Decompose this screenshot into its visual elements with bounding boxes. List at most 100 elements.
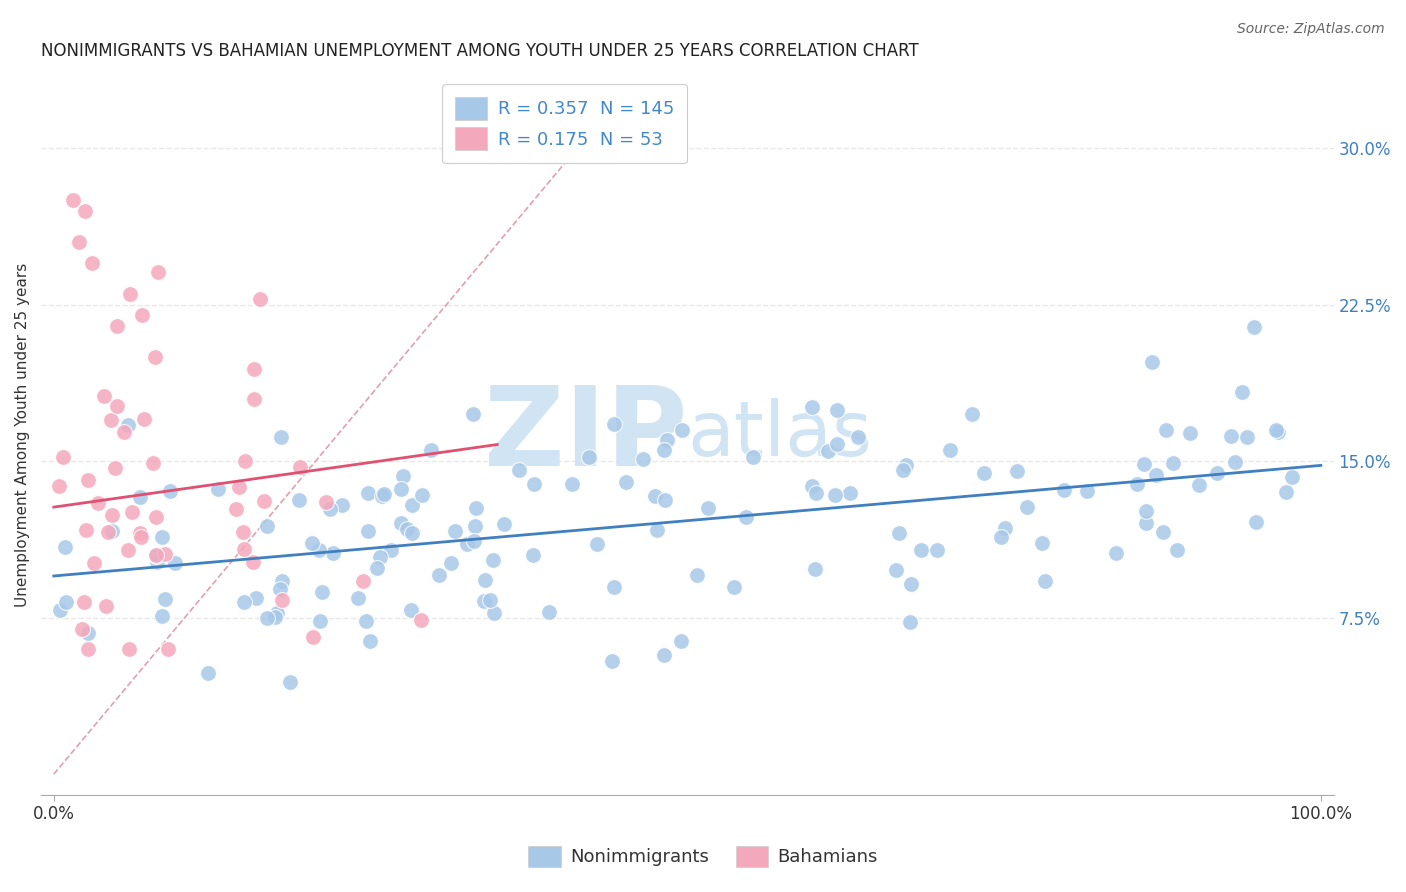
Point [973,466,995,480]
Point [494,516,516,531]
Point [800,400,823,414]
Point [444,524,467,538]
Text: NONIMMIGRANTS VS BAHAMIAN UNEMPLOYMENT AMONG YOUTH UNDER 25 YEARS CORRELATION CH: NONIMMIGRANTS VS BAHAMIAN UNEMPLOYMENT A… [41,42,920,60]
Point [157,642,180,657]
Point [256,519,278,533]
Point [121,505,143,519]
Point [253,493,276,508]
Point [742,450,765,464]
Point [131,308,153,322]
Point [801,479,824,493]
Point [347,591,370,605]
Point [586,536,609,550]
Point [52,450,75,464]
Point [392,469,415,483]
Y-axis label: Unemployment Among Youth under 25 years: Unemployment Among Youth under 25 years [15,263,30,607]
Point [419,443,441,458]
Point [148,264,170,278]
Point [827,402,849,417]
Point [1161,456,1184,470]
Point [105,399,128,413]
Point [1220,429,1243,443]
Point [602,580,624,594]
Point [522,548,544,562]
Point [1135,503,1157,517]
Point [654,492,676,507]
Point [308,542,330,557]
Point [896,458,918,472]
Point [153,592,176,607]
Point [1076,483,1098,498]
Point [1152,524,1174,539]
Point [671,423,693,437]
Point [77,473,100,487]
Point [134,411,156,425]
Point [301,535,323,549]
Point [97,524,120,539]
Point [302,630,325,644]
Point [330,498,353,512]
Point [233,454,256,468]
Point [112,425,135,439]
Point [463,534,485,549]
Point [889,526,911,541]
Point [145,549,167,563]
Point [439,556,461,570]
Point [280,675,302,690]
Point [1031,536,1053,550]
Point [80,256,103,270]
Point [77,625,100,640]
Point [960,407,983,421]
Point [117,543,139,558]
Point [614,475,637,489]
Point [508,463,530,477]
Point [357,486,380,500]
Legend: R = 0.357  N = 145, R = 0.175  N = 53: R = 0.357 N = 145, R = 0.175 N = 53 [441,84,688,163]
Point [146,556,169,570]
Point [523,476,546,491]
Point [602,655,624,669]
Point [269,582,291,596]
Point [242,361,264,376]
Point [1281,470,1303,484]
Point [910,542,932,557]
Point [464,519,486,533]
Point [482,552,505,566]
Point [1236,430,1258,444]
Point [401,498,423,512]
Point [1144,468,1167,483]
Point [129,491,152,505]
Point [150,609,173,624]
Point [804,485,827,500]
Point [233,542,256,557]
Point [380,542,402,557]
Point [429,567,451,582]
Point [1033,574,1056,588]
Point [938,442,960,457]
Point [62,194,84,208]
Point [256,611,278,625]
Point [1264,424,1286,438]
Point [357,524,380,538]
Point [891,463,914,477]
Point [839,486,862,500]
Point [366,560,388,574]
Point [900,577,922,591]
Point [142,456,165,470]
Point [578,450,600,465]
Point [1135,516,1157,531]
Point [243,392,266,406]
Point [399,603,422,617]
Point [311,584,333,599]
Point [655,433,678,447]
Point [101,524,124,538]
Point [685,568,707,582]
Point [1244,515,1267,529]
Point [87,496,110,510]
Point [804,562,827,576]
Point [472,594,495,608]
Point [319,501,342,516]
Point [482,607,505,621]
Point [270,430,292,444]
Point [165,556,187,570]
